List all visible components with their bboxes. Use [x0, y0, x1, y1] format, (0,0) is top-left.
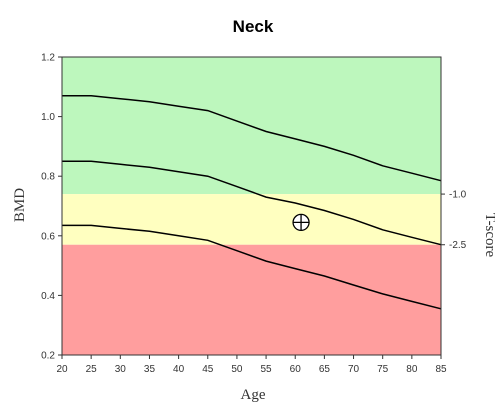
x-tick-label: 55 [261, 364, 273, 375]
y-tick-label: 0.4 [41, 291, 55, 302]
reference-curves [62, 94, 442, 310]
x-tick-label: 45 [202, 364, 214, 375]
band-1 [62, 194, 441, 245]
x-tick-label: 60 [290, 364, 302, 375]
curve-0 [62, 94, 442, 182]
x-tick-label: 20 [56, 364, 68, 375]
plot-frame [61, 56, 442, 356]
y-tick-label: 0.2 [41, 351, 55, 362]
x-tick-label: 80 [406, 364, 418, 375]
x-tick-label: 25 [86, 364, 98, 375]
x-tick-label: 35 [144, 364, 156, 375]
band-2 [62, 244, 441, 355]
curve-1 [62, 160, 442, 246]
x-tick-label: 65 [319, 364, 331, 375]
x-tick-label: 75 [377, 364, 389, 375]
risk-bands [62, 57, 441, 355]
y-tick-label: 0.6 [41, 231, 55, 242]
patient-marker [292, 213, 310, 232]
x-tick-label: 85 [435, 364, 447, 375]
x-tick-label: 70 [348, 364, 360, 375]
t-score-tick-label: -2.5 [449, 240, 467, 251]
y-tick-label: 1.0 [41, 112, 55, 123]
t-score-axis-title: T-score [482, 213, 495, 258]
x-tick-label: 30 [115, 364, 127, 375]
y-tick-label: 1.2 [41, 53, 55, 64]
curve-2 [62, 224, 442, 310]
x-tick-label: 50 [231, 364, 243, 375]
t-score-axis: -1.0 -2.5 [441, 190, 467, 251]
y-tick-label: 0.8 [41, 172, 55, 183]
x-axis: 20 25 30 35 40 45 50 55 60 65 70 75 80 85 [56, 355, 447, 375]
x-tick-label: 40 [173, 364, 185, 375]
x-axis-title: Age [241, 387, 266, 403]
chart-title: Neck [233, 17, 274, 36]
t-score-tick-label: -1.0 [449, 190, 467, 201]
y-axis-title: BMD [12, 188, 28, 222]
y-axis: 0.2 0.4 0.6 0.8 1.0 1.2 [41, 53, 62, 362]
